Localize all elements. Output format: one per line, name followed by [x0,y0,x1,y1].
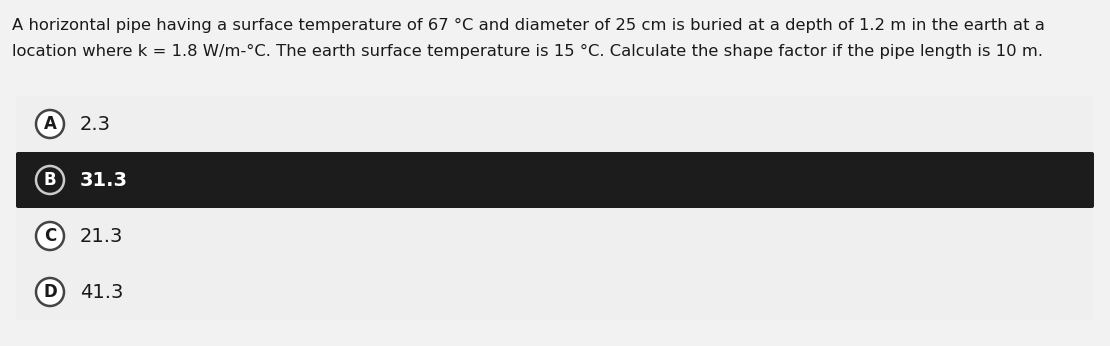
Text: A: A [43,115,57,133]
FancyBboxPatch shape [16,264,1094,320]
FancyBboxPatch shape [16,208,1094,264]
Text: B: B [43,171,57,189]
Text: D: D [43,283,57,301]
Ellipse shape [36,222,64,250]
Text: 2.3: 2.3 [80,115,111,134]
Text: 41.3: 41.3 [80,282,123,301]
Ellipse shape [36,166,64,194]
Text: 21.3: 21.3 [80,227,123,246]
FancyBboxPatch shape [16,96,1094,152]
FancyBboxPatch shape [16,152,1094,208]
Ellipse shape [36,110,64,138]
Text: A horizontal pipe having a surface temperature of 67 °C and diameter of 25 cm is: A horizontal pipe having a surface tempe… [12,18,1045,33]
Text: location where k = 1.8 W/m-°C. The earth surface temperature is 15 °C. Calculate: location where k = 1.8 W/m-°C. The earth… [12,44,1043,59]
Text: 31.3: 31.3 [80,171,128,190]
Ellipse shape [36,278,64,306]
Text: C: C [44,227,57,245]
